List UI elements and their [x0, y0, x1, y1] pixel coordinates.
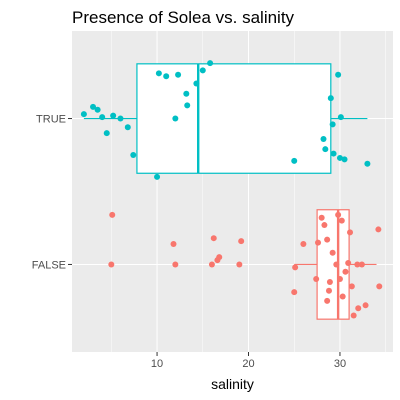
- point-false: [354, 261, 361, 268]
- point-false: [324, 236, 331, 243]
- point-false: [170, 241, 177, 248]
- point-true: [90, 103, 97, 110]
- box-true: [83, 63, 368, 174]
- point-false: [238, 238, 245, 245]
- point-true: [124, 124, 131, 131]
- point-false: [291, 289, 298, 296]
- point-false: [108, 261, 115, 268]
- point-false: [292, 264, 299, 271]
- point-false: [300, 241, 307, 248]
- point-false: [336, 276, 343, 283]
- point-false: [335, 211, 342, 218]
- point-false: [333, 261, 340, 268]
- x-tick-label: 10: [151, 358, 163, 370]
- point-false: [208, 261, 215, 268]
- point-false: [342, 268, 349, 275]
- point-true: [341, 156, 348, 163]
- point-true: [329, 121, 336, 128]
- point-false: [315, 239, 322, 246]
- point-true: [193, 80, 200, 87]
- point-true: [117, 115, 124, 122]
- point-true: [335, 71, 342, 78]
- point-false: [355, 305, 362, 312]
- point-false: [236, 261, 243, 268]
- x-tick-label: 20: [242, 358, 254, 370]
- point-true: [155, 70, 162, 77]
- point-true: [320, 135, 327, 142]
- point-true: [327, 95, 334, 102]
- point-false: [347, 229, 354, 236]
- point-true: [172, 115, 179, 122]
- point-false: [313, 276, 320, 283]
- point-true: [103, 130, 110, 137]
- point-true: [199, 67, 206, 74]
- point-true: [337, 114, 344, 121]
- point-true: [130, 152, 137, 159]
- point-false: [325, 287, 332, 294]
- point-false: [348, 283, 355, 290]
- points-layer: [80, 60, 383, 319]
- point-false: [339, 293, 346, 300]
- box-rect: [136, 63, 332, 174]
- point-true: [175, 71, 182, 78]
- chart-title: Presence of Solea vs. salinity: [72, 8, 295, 27]
- point-false: [326, 278, 333, 285]
- point-false: [362, 302, 369, 309]
- y-tick-label: FALSE: [32, 259, 66, 271]
- point-true: [364, 160, 371, 167]
- x-axis-ticks: 10 20 30: [151, 352, 346, 370]
- point-false: [329, 249, 336, 256]
- point-true: [80, 111, 87, 118]
- point-true: [184, 102, 191, 109]
- point-true: [94, 106, 101, 113]
- y-tick-label: TRUE: [36, 114, 66, 126]
- boxes-layer: [83, 63, 377, 320]
- point-false: [321, 222, 328, 229]
- point-true: [110, 112, 117, 119]
- point-false: [350, 312, 357, 319]
- point-true: [291, 157, 298, 164]
- point-true: [99, 114, 106, 121]
- point-false: [216, 254, 223, 261]
- point-false: [345, 259, 352, 266]
- point-false: [338, 217, 345, 224]
- point-false: [318, 214, 325, 221]
- y-axis-ticks: FALSE TRUE: [32, 114, 72, 271]
- x-axis-label: salinity: [211, 376, 254, 392]
- point-false: [324, 297, 331, 304]
- point-false: [375, 226, 382, 233]
- point-false: [172, 261, 179, 268]
- point-true: [207, 60, 214, 67]
- point-false: [376, 283, 383, 290]
- point-true: [330, 150, 337, 157]
- point-true: [322, 146, 329, 153]
- point-true: [163, 73, 170, 80]
- point-false: [210, 235, 217, 242]
- point-true: [183, 90, 190, 97]
- point-false: [358, 261, 365, 268]
- point-true: [336, 154, 343, 161]
- x-tick-label: 30: [334, 358, 346, 370]
- point-false: [109, 211, 116, 218]
- point-true: [154, 173, 161, 180]
